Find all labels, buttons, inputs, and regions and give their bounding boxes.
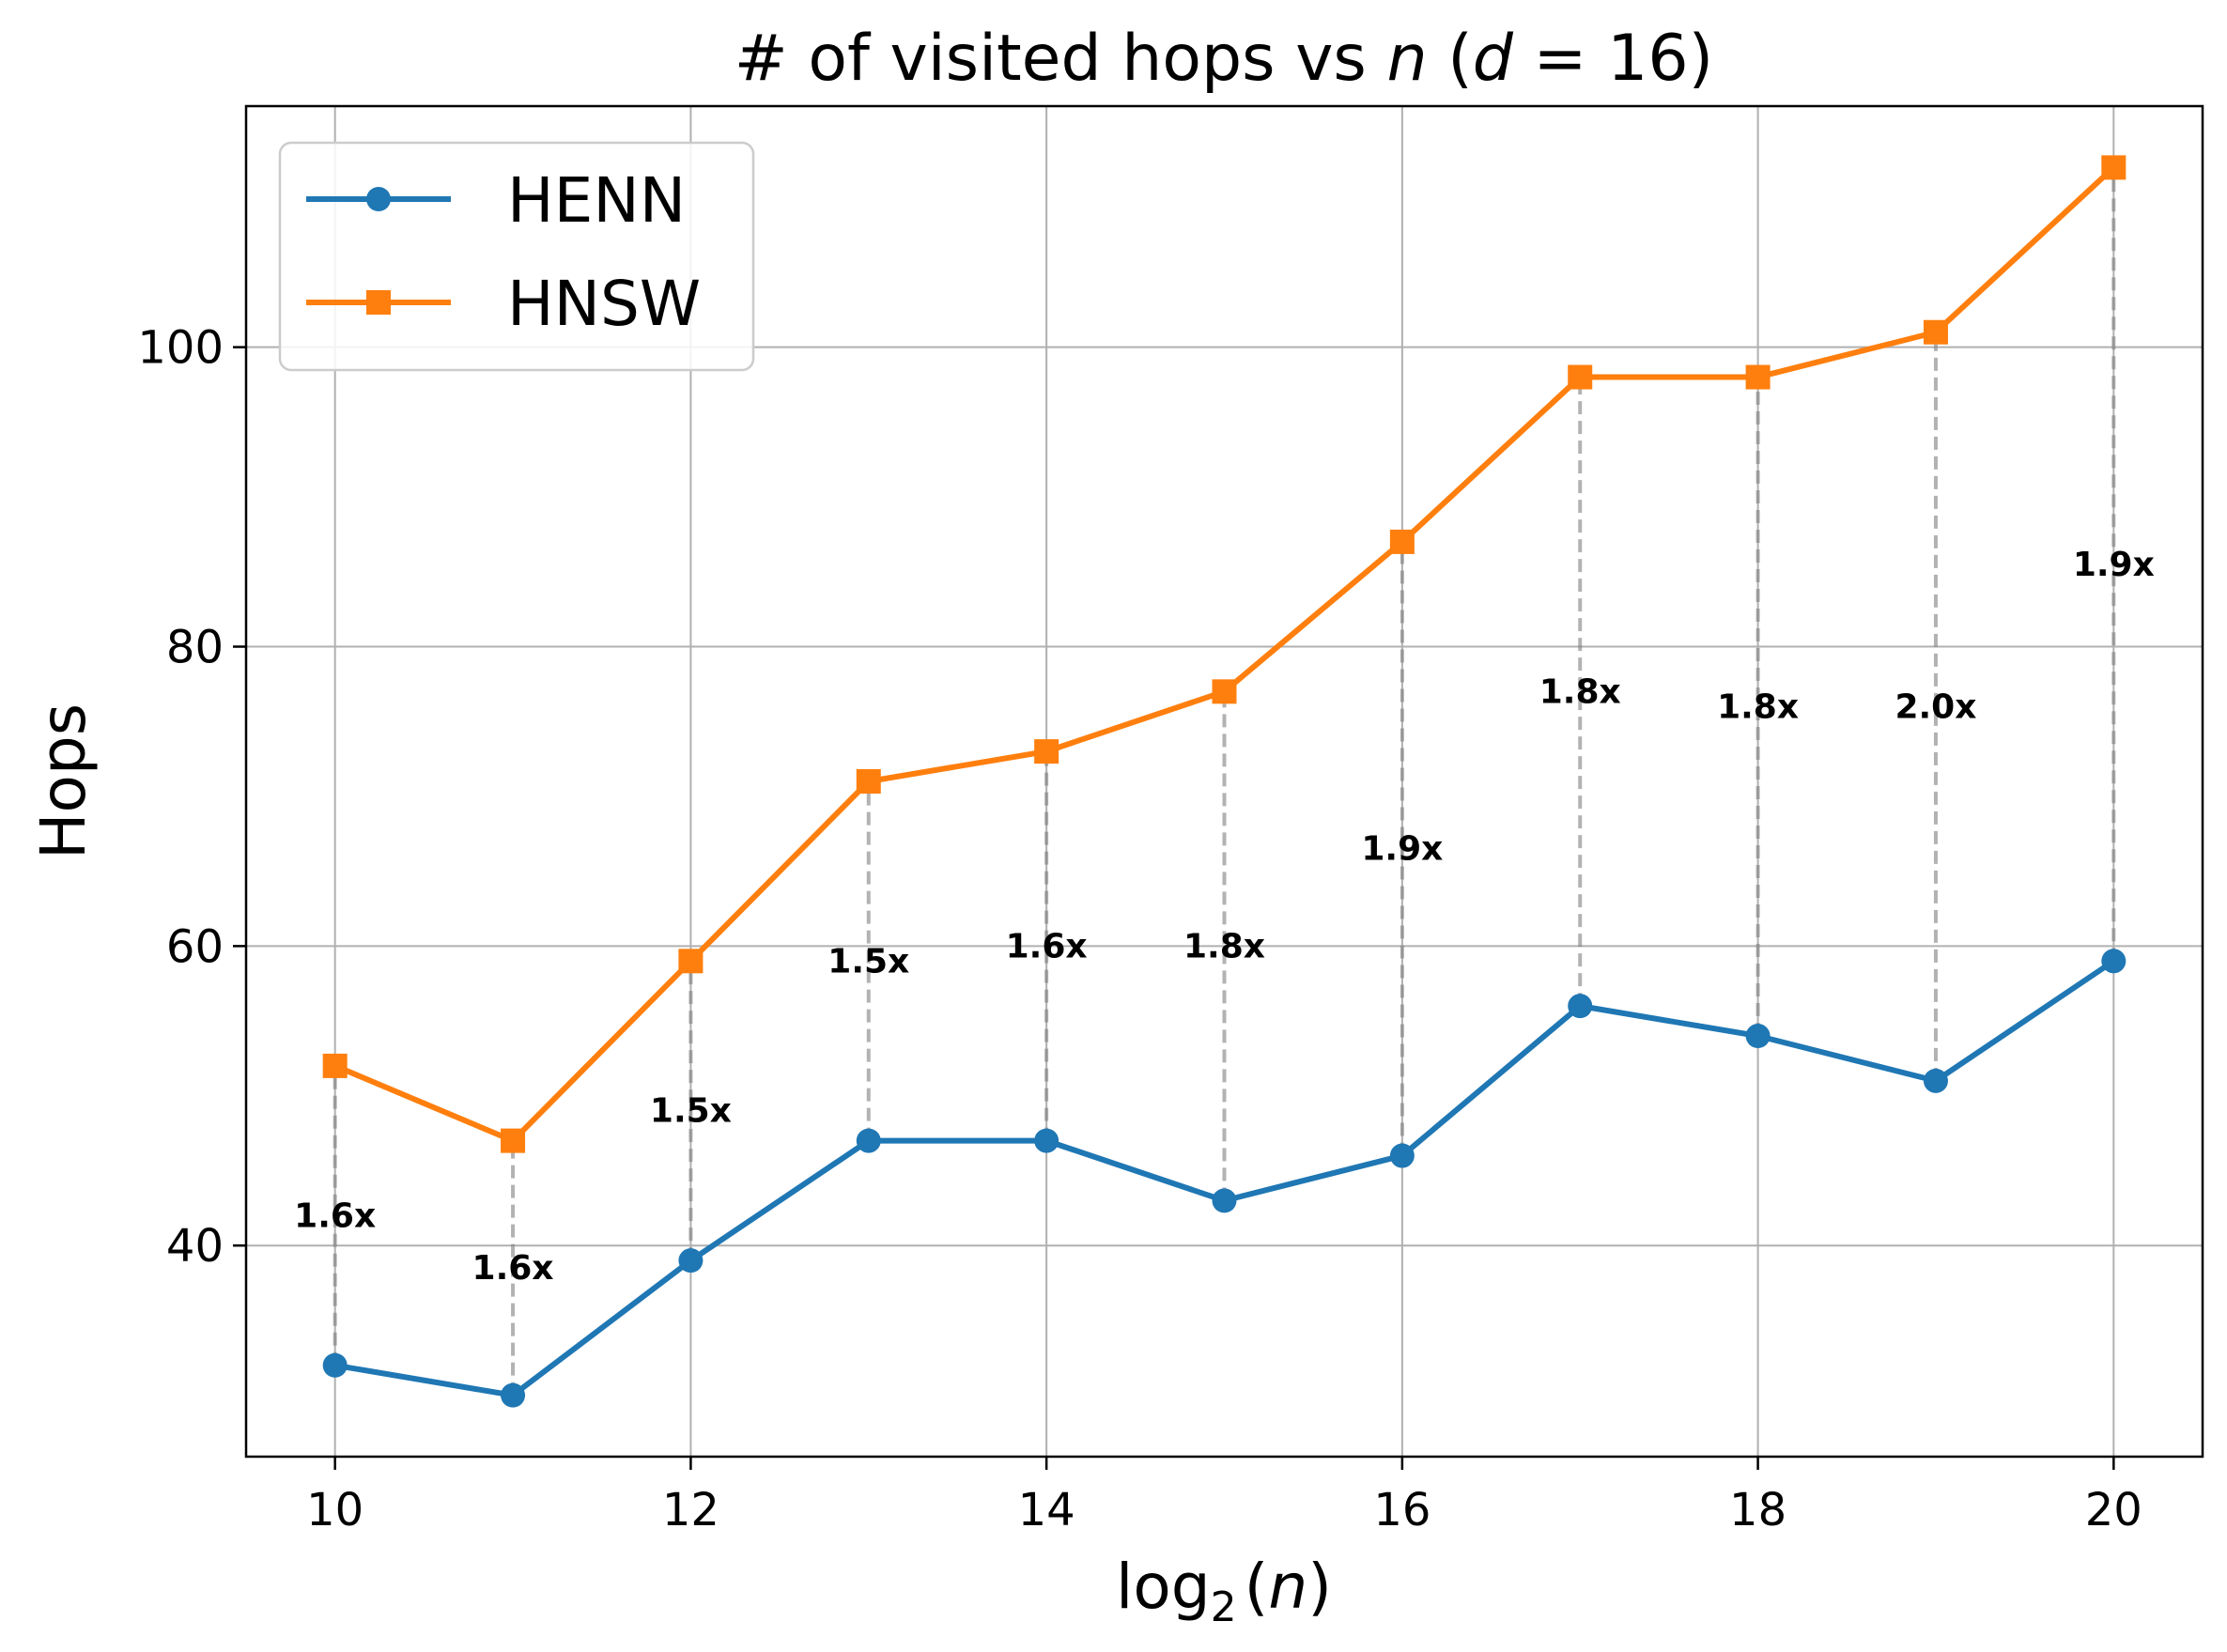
point-hnsw-14 xyxy=(1034,739,1059,764)
ratio-label-14: 1.6x xyxy=(1006,927,1088,965)
series-markers xyxy=(322,155,2126,1408)
y-tick-label-80: 80 xyxy=(166,622,224,674)
point-henn-13 xyxy=(856,1128,881,1153)
ratio-label-19: 2.0x xyxy=(1894,687,1976,726)
legend-label-hnsw: HNSW xyxy=(507,268,701,340)
x-tick-label-10: 10 xyxy=(306,1484,363,1536)
point-hnsw-15 xyxy=(1212,679,1237,704)
chart-title: # of visited hops vs n (d = 16) xyxy=(735,22,1713,96)
legend-item-hnsw: HNSW xyxy=(306,268,701,340)
point-henn-17 xyxy=(1568,994,1593,1019)
ratio-connector-lines xyxy=(333,167,2116,1396)
point-hnsw-19 xyxy=(1923,319,1948,345)
point-hnsw-17 xyxy=(1568,364,1593,390)
y-axis-label: Hops xyxy=(27,703,100,859)
point-henn-10 xyxy=(322,1352,348,1378)
y-tick-label-100: 100 xyxy=(137,322,224,375)
point-hnsw-20 xyxy=(2101,155,2126,180)
ratio-label-17: 1.8x xyxy=(1539,672,1621,711)
ratio-label-12: 1.5x xyxy=(650,1092,732,1131)
ratio-label-20: 1.9x xyxy=(2073,546,2155,584)
point-hnsw-11 xyxy=(501,1128,526,1153)
x-tick-label-14: 14 xyxy=(1018,1484,1075,1536)
ratio-label-16: 1.9x xyxy=(1361,830,1443,869)
point-hnsw-10 xyxy=(322,1053,348,1078)
point-henn-19 xyxy=(1923,1068,1948,1093)
y-tick-label-40: 40 xyxy=(166,1220,224,1273)
point-henn-15 xyxy=(1212,1188,1237,1213)
legend: HENN HNSW xyxy=(278,141,755,372)
ratio-label-10: 1.6x xyxy=(294,1197,376,1235)
y-tick-label-60: 60 xyxy=(166,920,224,973)
point-hnsw-13 xyxy=(856,769,881,794)
legend-marker-hnsw xyxy=(366,290,391,315)
x-tick-label-20: 20 xyxy=(2085,1484,2142,1536)
ratio-label-11: 1.6x xyxy=(472,1249,554,1288)
point-hnsw-12 xyxy=(678,949,704,974)
point-henn-12 xyxy=(678,1248,704,1274)
legend-marker-henn xyxy=(366,187,391,211)
ratio-labels: 1.6x 1.6x 1.5x 1.5x 1.6x 1.8x 1.9x 1.8x 1.8x 2.0x… xyxy=(294,546,2155,1288)
legend-label-henn: HENN xyxy=(507,164,686,237)
point-henn-11 xyxy=(501,1382,526,1408)
ratio-label-18: 1.8x xyxy=(1717,687,1799,726)
point-hnsw-16 xyxy=(1389,529,1415,554)
ratio-label-15: 1.8x xyxy=(1183,927,1265,965)
x-tick-label-12: 12 xyxy=(662,1484,719,1536)
x-tick-label-16: 16 xyxy=(1373,1484,1431,1536)
plot-frame xyxy=(244,104,2204,1459)
x-axis-label: log2 (n) xyxy=(1116,1551,1332,1631)
x-tick-label-18: 18 xyxy=(1729,1484,1786,1536)
point-hnsw-18 xyxy=(1745,364,1771,390)
point-henn-16 xyxy=(1389,1143,1415,1168)
legend-item-henn: HENN xyxy=(306,164,686,237)
point-henn-20 xyxy=(2101,949,2126,974)
point-henn-18 xyxy=(1745,1024,1771,1049)
point-henn-14 xyxy=(1034,1128,1059,1153)
y-axis-ticks: 40 60 80 100 xyxy=(137,322,246,1273)
x-axis-ticks: 10 12 14 16 18 20 xyxy=(306,1457,2142,1536)
ratio-label-13: 1.5x xyxy=(827,942,909,980)
